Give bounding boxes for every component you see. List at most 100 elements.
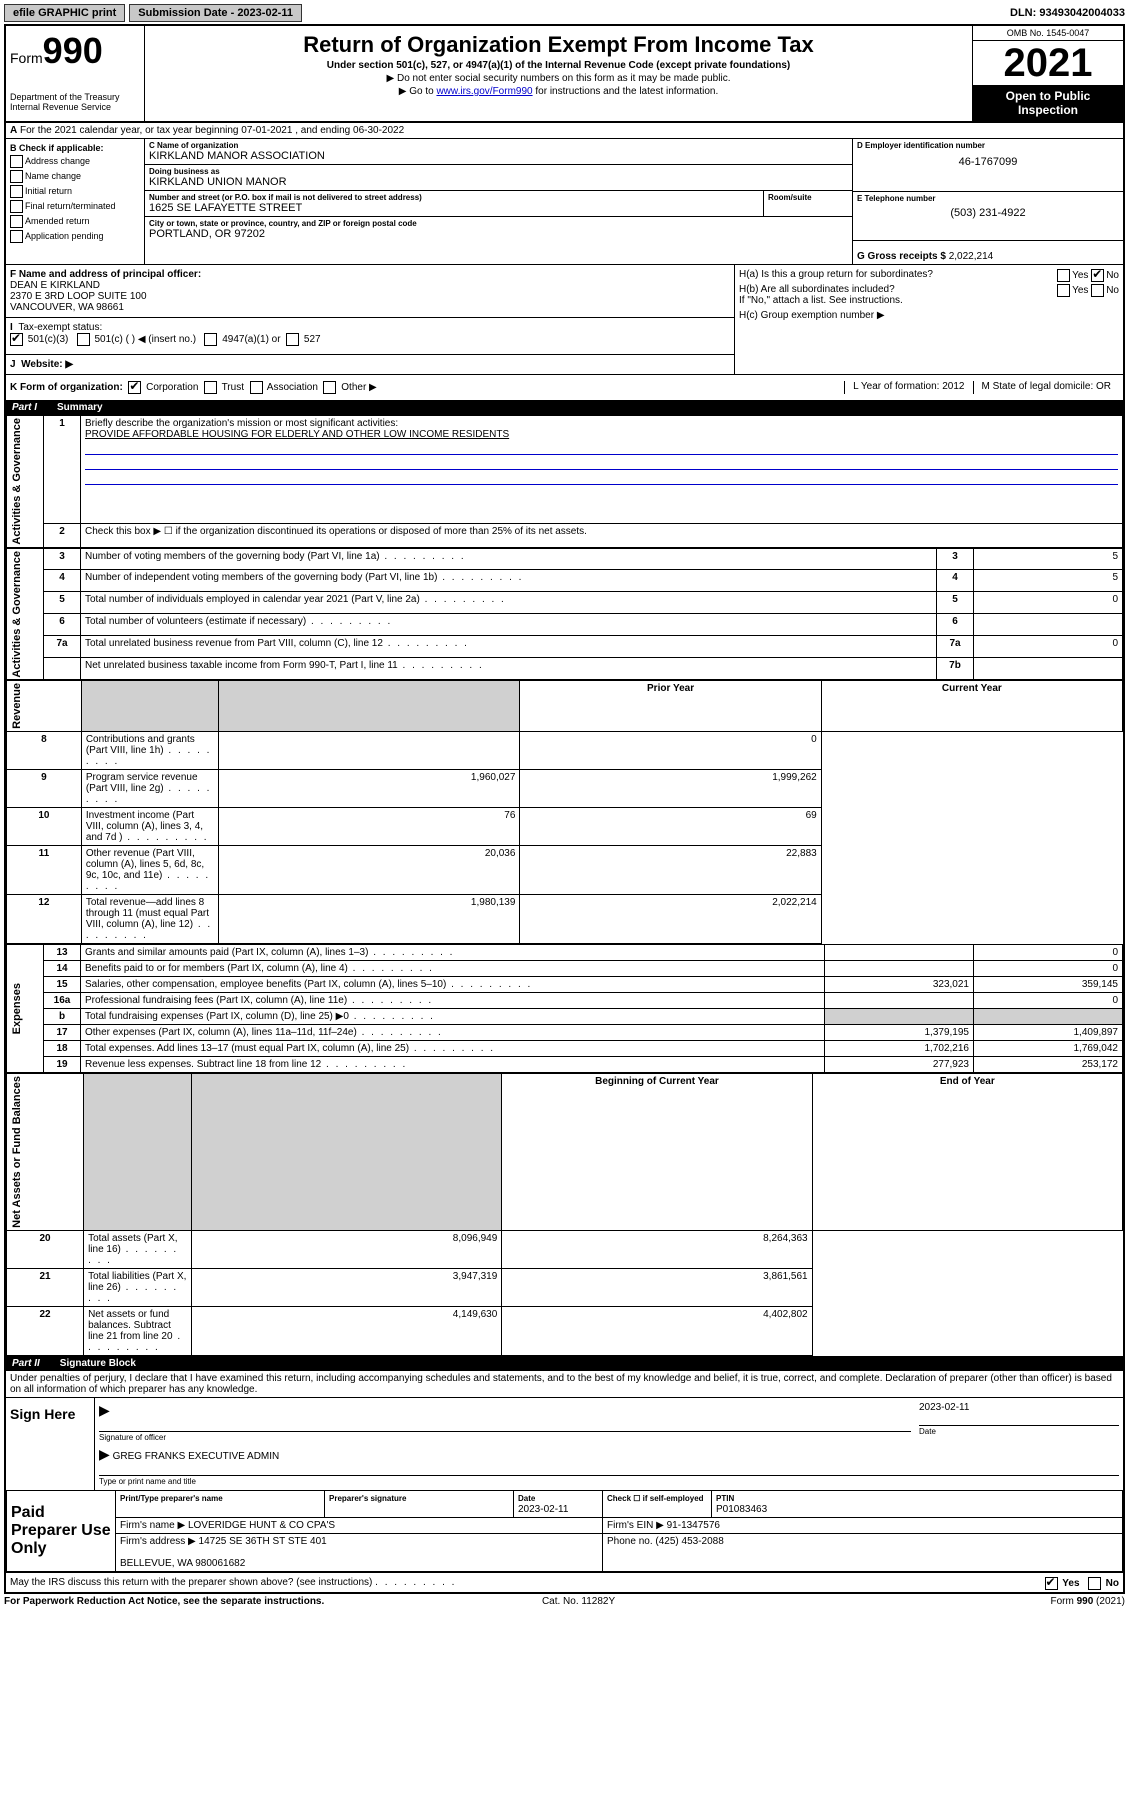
sig-officer-label: Signature of officer [99,1431,911,1442]
irs-link[interactable]: www.irs.gov/Form990 [436,86,532,97]
chk-other[interactable] [323,381,336,394]
street: 1625 SE LAFAYETTE STREET [149,202,759,214]
form-header: Form990 Department of the Treasury Inter… [6,26,1123,123]
efile-button[interactable]: efile GRAPHIC print [4,4,125,22]
part2-header: Part II Signature Block [6,1356,1123,1371]
ein-label: D Employer identification number [857,141,1119,150]
j-block: J Website: ▶ [6,354,734,374]
side-rev: Revenue [11,683,23,729]
self-employed-check: Check ☐ if self-employed [607,1494,704,1503]
officer-name: DEAN E KIRKLAND [10,280,100,291]
sign-here-row: Sign Here ▶ Signature of officer 2023-02… [6,1397,1123,1490]
hb-block: H(b) Are all subordinates included? Yes … [739,284,1119,306]
part1-header: Part I Summary [6,400,1123,415]
ein: 46-1767099 [857,156,1119,168]
firm-phone: (425) 453-2088 [655,1536,723,1547]
chk-501c3[interactable] [10,333,23,346]
chk-assoc[interactable] [250,381,263,394]
chk-hb-no[interactable] [1091,284,1104,297]
hc-block: H(c) Group exemption number ▶ [739,310,1119,321]
phone: (503) 231-4922 [857,207,1119,219]
open-to-public: Open to Public Inspection [973,85,1123,121]
revenue-table: Revenue Prior Year Current Year 8Contrib… [6,680,1123,944]
org-name: KIRKLAND MANOR ASSOCIATION [149,150,848,162]
form-title: Return of Organization Exempt From Incom… [153,32,964,58]
line-goto: ▶ Go to www.irs.gov/Form990 for instruct… [153,86,964,97]
row-a-tax-year: A For the 2021 calendar year, or tax yea… [6,123,1123,139]
firm-addr: 14725 SE 36TH ST STE 401 [199,1536,327,1547]
footer: For Paperwork Reduction Act Notice, see … [4,1594,1125,1609]
chk-final[interactable] [10,200,23,213]
chk-trust[interactable] [204,381,217,394]
paid-preparer-label: Paid Preparer Use Only [7,1490,116,1571]
city: PORTLAND, OR 97202 [149,228,848,240]
phone-label: E Telephone number [857,194,1119,203]
expense-table: Expenses13Grants and similar amounts pai… [6,944,1123,1073]
footer-mid: Cat. No. 11282Y [542,1596,615,1607]
form-label: Form [10,50,43,66]
discuss-row: May the IRS discuss this return with the… [6,1572,1123,1592]
hdr-current-year: Current Year [821,681,1122,732]
chk-name[interactable] [10,170,23,183]
side-net: Net Assets or Fund Balances [11,1076,23,1228]
hdr-beg-year: Beginning of Current Year [502,1073,812,1230]
submission-date: Submission Date - 2023-02-11 [129,4,302,22]
chk-discuss-no[interactable] [1088,1577,1101,1590]
i-block: I Tax-exempt status: 501(c)(3) 501(c) ( … [6,317,734,350]
form-frame: Form990 Department of the Treasury Inter… [4,24,1125,1594]
chk-initial[interactable] [10,185,23,198]
sign-here: Sign Here [6,1398,95,1490]
c-name-label: C Name of organization [149,141,848,150]
hdr-prior-year: Prior Year [520,681,821,732]
form-number: Form990 [10,30,140,72]
col-b-check: B Check if applicable: Address change Na… [6,139,145,264]
line-ssn: ▶ Do not enter social security numbers o… [153,73,964,84]
declaration: Under penalties of perjury, I declare th… [6,1371,1123,1397]
tax-year: 2021 [973,41,1123,85]
chk-ha-no[interactable] [1091,269,1104,282]
type-name-label: Type or print name and title [99,1475,1119,1486]
street-label: Number and street (or P.O. box if mail i… [149,193,759,202]
f-block: F Name and address of principal officer:… [10,269,730,313]
firm-addr2: BELLEVUE, WA 980061682 [120,1558,245,1569]
chk-pending[interactable] [10,230,23,243]
gross-label: G Gross receipts $ [857,251,946,262]
footer-left: For Paperwork Reduction Act Notice, see … [4,1596,324,1607]
ptin: P01083463 [716,1504,767,1515]
chk-527[interactable] [286,333,299,346]
footer-right: Form 990 (2021) [1050,1596,1124,1607]
netassets-table: Net Assets or Fund Balances Beginning of… [6,1073,1123,1356]
officer-addr2: VANCOUVER, WA 98661 [10,302,124,313]
officer-addr1: 2370 E 3RD LOOP SUITE 100 [10,291,147,302]
chk-corp[interactable] [128,381,141,394]
room-label: Room/suite [768,193,848,202]
chk-address[interactable] [10,155,23,168]
dept-treasury: Department of the Treasury Internal Reve… [10,92,140,112]
sig-date: 2023-02-11 [919,1402,1119,1413]
preparer-date: 2023-02-11 [518,1504,568,1515]
q1: Briefly describe the organization's miss… [85,418,398,429]
omb-number: OMB No. 1545-0047 [973,26,1123,41]
side-gov: Activities & Governance [11,418,23,545]
state-domicile: M State of legal domicile: OR [973,381,1120,394]
officer-name-title: GREG FRANKS EXECUTIVE ADMIN [113,1451,280,1462]
dln: DLN: 93493042004033 [1010,7,1125,19]
topbar: efile GRAPHIC print Submission Date - 20… [4,4,1125,22]
summary-table: Activities & Governance 1 Briefly descri… [6,415,1123,548]
chk-ha-yes[interactable] [1057,269,1070,282]
sig-date-label: Date [919,1425,1119,1436]
chk-hb-yes[interactable] [1057,284,1070,297]
form-subtitle: Under section 501(c), 527, or 4947(a)(1)… [153,60,964,71]
chk-discuss-yes[interactable] [1045,1577,1058,1590]
city-label: City or town, state or province, country… [149,219,848,228]
chk-501c[interactable] [77,333,90,346]
gross-receipts: 2,022,214 [949,251,994,262]
form-num: 990 [43,30,103,71]
chk-amended[interactable] [10,215,23,228]
ha-block: H(a) Is this a group return for subordin… [739,269,1119,280]
hdr-end-year: End of Year [812,1073,1122,1230]
gov-table: Activities & Governance3Number of voting… [6,548,1123,681]
dba-name: KIRKLAND UNION MANOR [149,176,848,188]
chk-4947[interactable] [204,333,217,346]
year-formation: L Year of formation: 2012 [844,381,972,394]
